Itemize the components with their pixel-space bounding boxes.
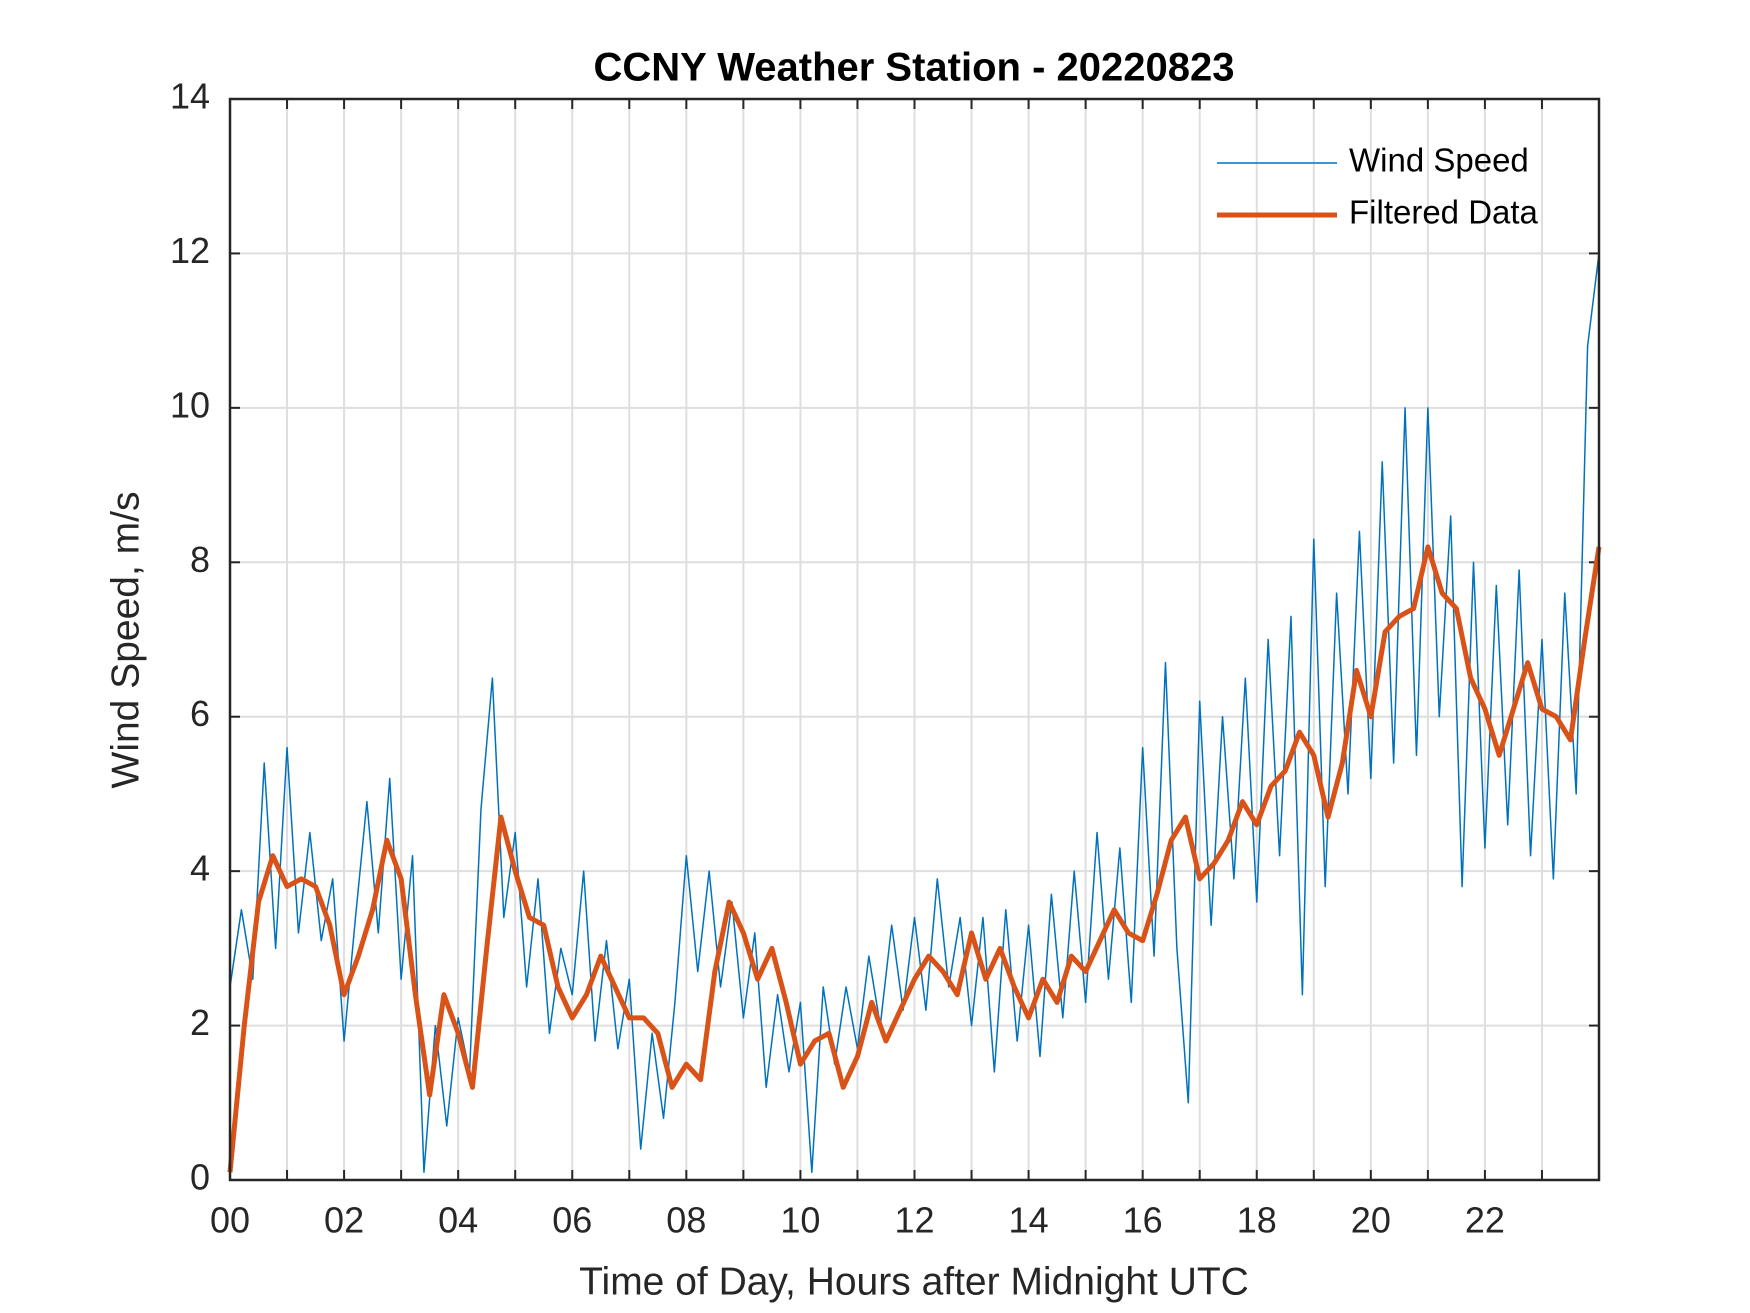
y-tick-label: 0 [190,1157,210,1198]
chart-title: CCNY Weather Station - 20220823 [594,46,1235,90]
x-tick-label: 16 [1123,1200,1163,1241]
x-tick-label: 12 [894,1200,934,1241]
y-tick-label: 6 [190,693,210,734]
x-tick-label: 14 [1009,1200,1049,1241]
y-tick-label: 10 [170,384,210,425]
y-tick-label: 12 [170,230,210,271]
y-axis-label: Wind Speed, m/s [104,492,147,789]
x-tick-label: 18 [1237,1200,1277,1241]
x-tick-label: 02 [324,1200,364,1241]
y-tick-label: 4 [190,848,210,889]
data-line [227,544,1602,1173]
y-tick-label: 14 [170,76,210,117]
x-tick-label: 04 [438,1200,478,1241]
x-tick-label: 22 [1465,1200,1505,1241]
x-tick-label: 06 [552,1200,592,1241]
data-line [229,253,1600,1174]
x-tick-label: 00 [210,1200,250,1241]
axes-box [228,97,1601,1182]
legend-label: Filtered Data [1349,194,1539,231]
y-tick-label: 2 [190,1002,210,1043]
y-tick-label: 8 [190,539,210,580]
legend-label: Wind Speed [1349,142,1529,179]
x-tick-label: 20 [1351,1200,1391,1241]
x-axis-label: Time of Day, Hours after Midnight UTC [579,1260,1249,1303]
x-tick-label: 10 [780,1200,820,1241]
x-tick-label: 08 [666,1200,706,1241]
